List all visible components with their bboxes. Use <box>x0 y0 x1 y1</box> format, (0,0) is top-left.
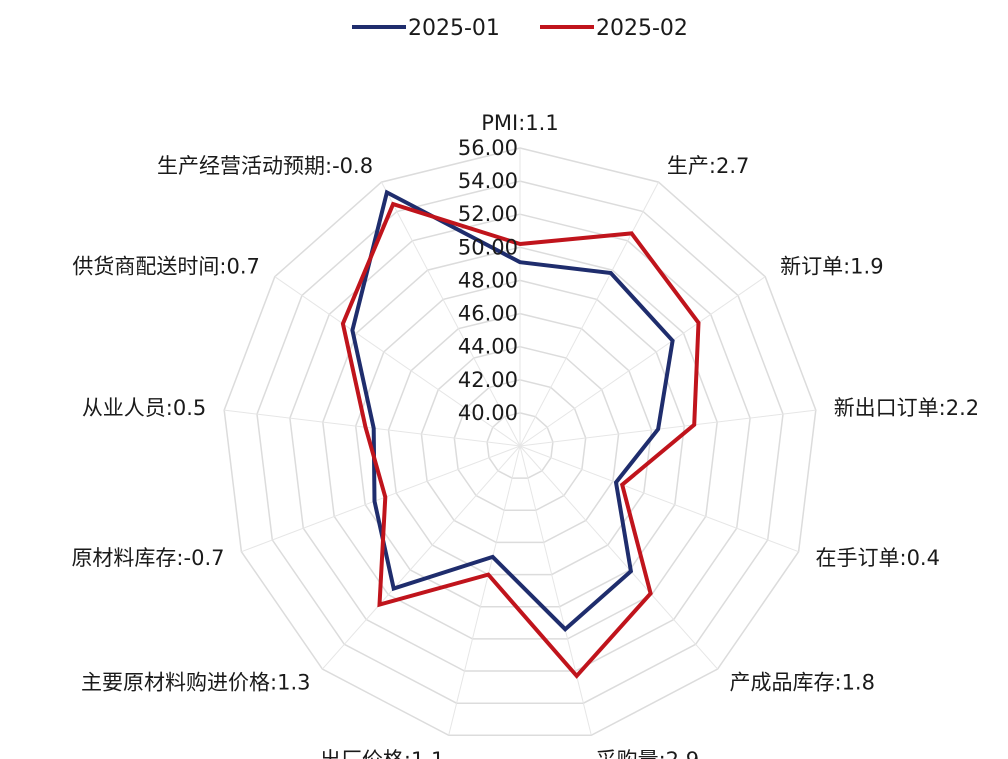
grid-ring <box>354 279 686 608</box>
series-point <box>486 573 490 577</box>
grid-ring <box>453 379 587 512</box>
grid-spoke <box>519 445 799 553</box>
series-point <box>620 483 624 487</box>
radar-grid <box>223 147 817 737</box>
category-label: 主要原材料购进价格:1.3 <box>81 671 310 695</box>
series-point <box>385 190 389 194</box>
series-point <box>372 426 376 430</box>
grid-spoke <box>519 445 592 736</box>
series-point <box>609 271 613 275</box>
grid-spoke <box>519 276 766 447</box>
series-point <box>671 339 675 343</box>
tick-label: 42.00 <box>458 368 518 392</box>
tick-label: 54.00 <box>458 169 518 193</box>
series-point <box>614 480 618 484</box>
series-point <box>518 260 522 264</box>
grid-ring <box>289 213 751 672</box>
category-label: PMI:1.1 <box>481 111 558 135</box>
grid-ring <box>223 147 817 737</box>
radar-series <box>340 189 701 679</box>
series-point <box>656 427 660 431</box>
category-label: 产成品库存:1.8 <box>730 671 875 695</box>
series-point <box>373 499 376 503</box>
category-label: 新出口订单:2.2 <box>834 396 979 420</box>
series-point <box>392 587 396 590</box>
tick-label: 50.00 <box>458 235 518 259</box>
category-label: 在手订单:0.4 <box>816 546 940 570</box>
series-point <box>575 674 579 678</box>
grid-spoke <box>241 445 521 553</box>
tick-label: 40.00 <box>458 401 518 425</box>
legend: 2025-01 2025-02 <box>352 16 688 41</box>
grid-ring <box>387 312 653 576</box>
grid-spoke <box>519 409 816 447</box>
series-point <box>491 555 495 559</box>
grid-spoke <box>519 181 659 447</box>
series-point <box>364 425 367 429</box>
category-label: 生产经营活动预期:-0.8 <box>157 154 373 178</box>
series-point <box>378 603 381 607</box>
radial-ticks: 40.00 42.00 44.00 46.00 48.00 50.00 52.00 54.00… <box>458 136 518 425</box>
category-label: 从业人员:0.5 <box>82 396 206 420</box>
legend-label: 2025-02 <box>596 16 688 41</box>
tick-label: 48.00 <box>458 268 518 292</box>
grid-spoke <box>448 445 521 736</box>
category-label: 采购量:2.9 <box>596 748 699 759</box>
series-point <box>649 592 653 595</box>
series-point <box>629 569 633 573</box>
series-point <box>630 231 634 235</box>
category-label: 供货商配送时间:0.7 <box>72 255 259 279</box>
grid-spoke <box>322 445 521 670</box>
series-point <box>518 242 522 246</box>
series-line-2025-02 <box>340 201 701 679</box>
series-point <box>563 627 567 631</box>
grid-spoke <box>519 445 718 670</box>
series-line-2025-01 <box>350 189 675 632</box>
legend-label: 2025-01 <box>408 16 500 41</box>
series-point <box>350 328 354 332</box>
series-point <box>391 202 395 206</box>
category-label: 新订单:1.9 <box>780 255 883 279</box>
category-label: 原材料库存:-0.7 <box>71 546 224 570</box>
tick-label: 56.00 <box>458 136 518 160</box>
tick-label: 44.00 <box>458 335 518 359</box>
grid-ring <box>256 180 784 704</box>
category-label: 出厂价格:1.1 <box>320 748 444 759</box>
category-label: 生产:2.7 <box>667 154 749 178</box>
grid-ring <box>322 246 718 640</box>
grid-ring <box>486 412 554 479</box>
grid-spoke <box>381 181 521 447</box>
grid-spoke <box>274 276 521 447</box>
tick-label: 52.00 <box>458 202 518 226</box>
tick-label: 46.00 <box>458 302 518 326</box>
grid-ring <box>420 345 620 544</box>
category-labels: PMI:1.1 生产:2.7 新订单:1.9 新出口订单:2.2 在手订单:0.4 产成品… <box>71 111 979 759</box>
series-point <box>697 321 700 325</box>
series-point <box>341 322 345 326</box>
series-point <box>692 423 696 427</box>
series-point <box>383 495 387 499</box>
